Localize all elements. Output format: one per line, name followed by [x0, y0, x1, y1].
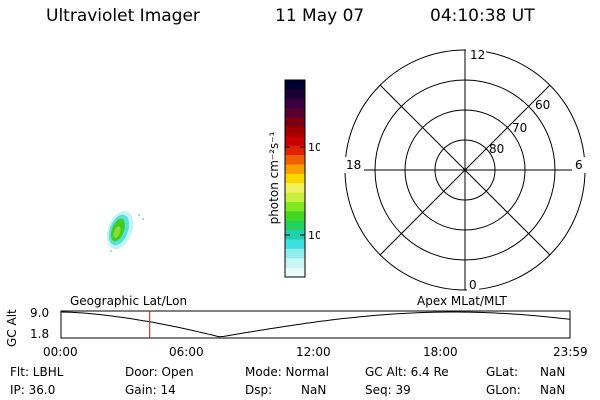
colorbar-strip	[285, 192, 305, 203]
colorbar-tick-100: 100	[308, 141, 320, 154]
mode-status: Mode: Normal	[245, 365, 329, 379]
colorbar-strip	[285, 220, 305, 231]
ring-label-60: 60	[535, 98, 550, 112]
colorbar-strip	[285, 258, 305, 269]
aurora-image	[106, 210, 144, 252]
colorbar-strip	[285, 108, 305, 119]
polar-label-0: 0	[469, 278, 477, 292]
glon-value: NaN	[540, 383, 566, 397]
timeline-tick-0: 00:00	[43, 345, 78, 359]
colorbar-strip	[285, 267, 305, 278]
colorbar-strip	[285, 239, 305, 250]
timeline-ymin: 1.8	[30, 327, 50, 341]
time-label: 04:10:38 UT	[430, 6, 535, 26]
colorbar-frame	[284, 79, 306, 278]
colorbar-unit-label: photon cm⁻²s⁻¹	[267, 131, 281, 224]
timeline-right-caption: Apex MLat/MLT	[417, 294, 507, 308]
ring-label-70: 70	[512, 121, 527, 135]
colorbar-strips	[285, 80, 305, 278]
altitude-curve	[60, 311, 571, 338]
dsp-value: NaN	[301, 383, 327, 397]
glat-label: GLat:	[486, 365, 519, 379]
polar-plot: 12 18 6 0 60 70 80	[342, 47, 586, 292]
date-label: 11 May 07	[275, 6, 365, 26]
timeline-tick-2: 12:00	[296, 345, 331, 359]
timeline-ymax: 9.0	[30, 306, 50, 320]
colorbar-strip	[285, 164, 305, 175]
colorbar-strip	[285, 126, 305, 137]
door-status: Door: Open	[125, 365, 194, 379]
colorbar-strip	[285, 201, 305, 212]
gc-alt-status: GC Alt: 6.4 Re	[365, 365, 449, 379]
timeline-frame	[60, 310, 571, 339]
colorbar-strip	[285, 98, 305, 109]
filter-status: Flt: LBHL	[10, 365, 64, 379]
altitude-timeline	[60, 310, 571, 339]
polar-label-12: 12	[470, 48, 485, 62]
glat-value: NaN	[540, 365, 566, 379]
instrument-title: Ultraviolet Imager	[46, 6, 200, 26]
colorbar: 100 10 photon cm⁻²s⁻¹	[267, 79, 320, 278]
polar-label-18: 18	[346, 158, 361, 172]
colorbar-strip	[285, 136, 305, 147]
colorbar-strip	[285, 230, 305, 241]
ip-status: IP: 36.0	[10, 383, 56, 397]
colorbar-tick-10: 10	[308, 229, 320, 242]
timeline-tick-4: 23:59	[553, 345, 588, 359]
timeline-ylabel: GC Alt	[5, 309, 19, 347]
timeline-tick-1: 06:00	[169, 345, 204, 359]
polar-label-6: 6	[575, 158, 583, 172]
colorbar-strip	[285, 155, 305, 166]
aurora-center	[113, 226, 121, 238]
colorbar-strip	[285, 80, 305, 90]
colorbar-strip	[285, 173, 305, 184]
glon-label: GLon:	[486, 383, 521, 397]
ring-label-80: 80	[489, 142, 504, 156]
colorbar-strip	[285, 211, 305, 222]
gain-status: Gain: 14	[125, 383, 176, 397]
colorbar-strip	[285, 183, 305, 194]
timeline-left-caption: Geographic Lat/Lon	[70, 294, 188, 308]
colorbar-strip	[285, 89, 305, 100]
colorbar-strip	[285, 117, 305, 128]
seq-status: Seq: 39	[365, 383, 411, 397]
colorbar-strip	[285, 145, 305, 156]
colorbar-strip	[285, 248, 305, 259]
dsp-label: Dsp:	[245, 383, 273, 397]
timeline-tick-3: 18:00	[423, 345, 458, 359]
